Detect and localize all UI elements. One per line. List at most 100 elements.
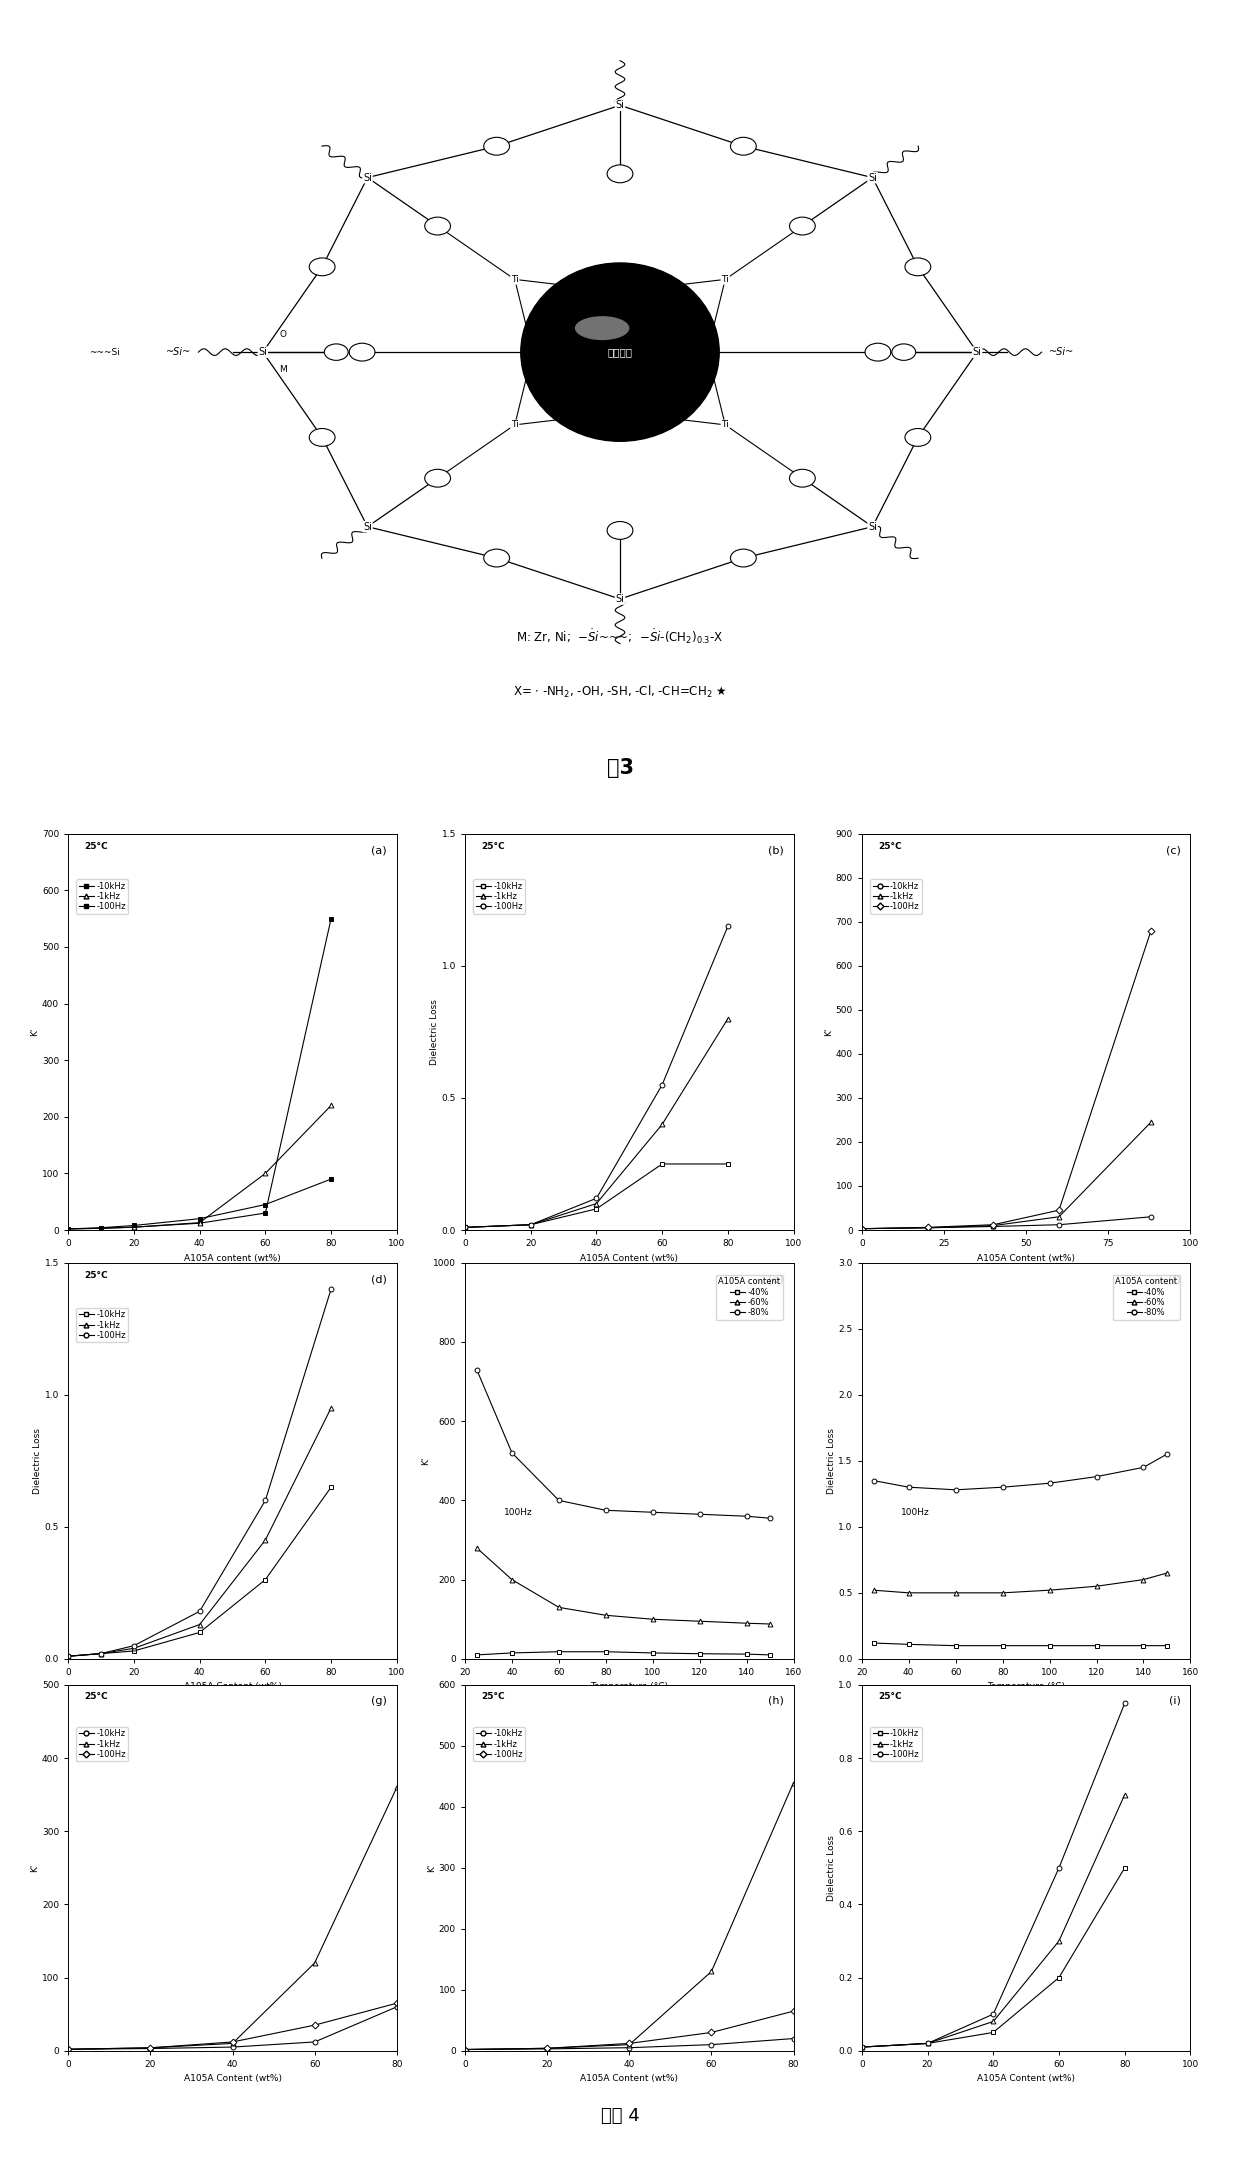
60% (739, 1611, 754, 1637)
1kHz (986, 1213, 1001, 1239)
Circle shape (608, 522, 632, 540)
100Hz (920, 1215, 935, 1241)
Text: Si: Si (868, 522, 877, 531)
100Hz (589, 1184, 604, 1210)
Text: M: M (279, 366, 286, 374)
1kHz (258, 1160, 273, 1186)
Line: 1kHz: 1kHz (66, 1785, 399, 2051)
Line: 10kHz: 10kHz (463, 2035, 796, 2053)
Y-axis label: K': K' (422, 1456, 430, 1465)
10kHz (94, 1215, 109, 1241)
100Hz (655, 1071, 670, 1097)
Legend: -10kHz, -1kHz, -100Hz: -10kHz, -1kHz, -100Hz (870, 880, 923, 914)
Y-axis label: Dielectric Loss: Dielectric Loss (33, 1428, 42, 1493)
Circle shape (608, 165, 632, 183)
40% (996, 1633, 1011, 1659)
Text: 25°C: 25°C (481, 1692, 505, 1700)
1kHz (126, 1215, 141, 1241)
10kHz (704, 2031, 719, 2057)
Text: M: M (616, 407, 624, 418)
10kHz (1052, 1964, 1066, 1990)
100Hz (192, 1598, 207, 1624)
100Hz (786, 1998, 801, 2025)
Circle shape (652, 374, 676, 390)
Circle shape (425, 470, 450, 488)
Text: Si: Si (615, 100, 625, 111)
100Hz (622, 2031, 637, 2057)
80% (505, 1439, 520, 1465)
10kHz (226, 2033, 241, 2059)
10kHz (61, 2035, 76, 2062)
100Hz (389, 1990, 404, 2016)
100Hz (126, 1633, 141, 1659)
100Hz (986, 2001, 1001, 2027)
40% (692, 1641, 707, 1668)
40% (505, 1639, 520, 1665)
40% (949, 1633, 963, 1659)
Text: Si: Si (868, 172, 877, 183)
X-axis label: A105A Content (wt%): A105A Content (wt%) (184, 1683, 281, 1692)
40% (552, 1639, 567, 1665)
80% (1136, 1454, 1151, 1480)
100Hz (539, 2035, 554, 2062)
Line: 100Hz: 100Hz (66, 1287, 334, 1659)
100Hz (920, 2031, 935, 2057)
Y-axis label: Dielectric Loss: Dielectric Loss (430, 999, 439, 1065)
Line: 100Hz: 100Hz (859, 1700, 1127, 2049)
1kHz (920, 2031, 935, 2057)
Legend: -10kHz, -1kHz, -100Hz: -10kHz, -1kHz, -100Hz (77, 1726, 129, 1761)
Y-axis label: Dielectric Loss: Dielectric Loss (827, 1835, 836, 1901)
Line: 100Hz: 100Hz (66, 2001, 399, 2051)
60% (949, 1581, 963, 1607)
Text: M: M (703, 348, 712, 357)
10kHz (539, 2035, 554, 2062)
80% (1159, 1441, 1174, 1467)
Text: (e): (e) (768, 1274, 784, 1284)
100Hz (854, 2033, 869, 2059)
1kHz (458, 1215, 472, 1241)
10kHz (655, 1152, 670, 1178)
80% (866, 1467, 880, 1493)
60% (505, 1567, 520, 1594)
Line: 1kHz: 1kHz (66, 1406, 334, 1659)
10kHz (854, 2033, 869, 2059)
Circle shape (892, 344, 915, 361)
10kHz (61, 1215, 76, 1241)
Circle shape (730, 549, 756, 566)
Legend: -10kHz, -1kHz, -100Hz: -10kHz, -1kHz, -100Hz (77, 1308, 129, 1343)
10kHz (389, 1994, 404, 2020)
60% (1089, 1574, 1104, 1600)
X-axis label: Temperature (°C): Temperature (°C) (590, 1683, 668, 1692)
60% (1136, 1567, 1151, 1594)
80% (692, 1502, 707, 1528)
60% (866, 1576, 880, 1602)
1kHz (226, 2031, 241, 2057)
X-axis label: A105A Content (wt%): A105A Content (wt%) (580, 2075, 678, 2083)
1kHz (622, 2031, 637, 2057)
Line: 40%: 40% (872, 1641, 1169, 1648)
1kHz (655, 1110, 670, 1136)
Text: Ti: Ti (722, 420, 729, 429)
80% (739, 1502, 754, 1528)
Text: 25°C: 25°C (878, 1692, 901, 1700)
100Hz (61, 2035, 76, 2062)
Text: (h): (h) (768, 1696, 784, 1707)
10kHz (1117, 1855, 1132, 1881)
Text: 25°C: 25°C (84, 842, 108, 851)
1kHz (308, 1951, 322, 1977)
100Hz (458, 2035, 472, 2062)
Legend: -40%, -60%, -80%: -40%, -60%, -80% (715, 1276, 782, 1319)
1kHz (539, 2035, 554, 2062)
Text: (f): (f) (1168, 1274, 1180, 1284)
1kHz (258, 1526, 273, 1552)
1kHz (94, 1641, 109, 1668)
10kHz (786, 2025, 801, 2051)
10kHz (458, 2035, 472, 2062)
60% (645, 1607, 660, 1633)
40% (1136, 1633, 1151, 1659)
100Hz (458, 1215, 472, 1241)
1kHz (61, 1215, 76, 1241)
Text: 25°C: 25°C (84, 1271, 108, 1280)
40% (866, 1631, 880, 1657)
Text: 图3: 图3 (606, 758, 634, 779)
